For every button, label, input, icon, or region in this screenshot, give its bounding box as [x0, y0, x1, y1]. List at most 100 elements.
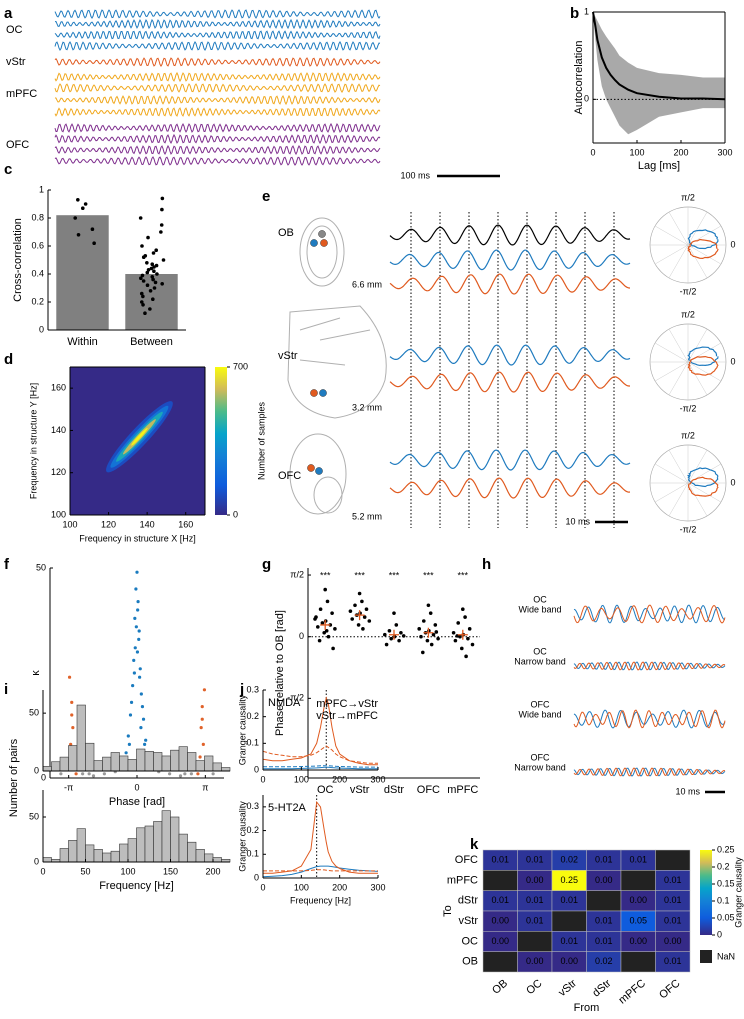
panel-letter: e — [262, 188, 270, 205]
data-point — [138, 216, 143, 220]
panel-letter: h — [482, 556, 491, 573]
data-point — [129, 700, 134, 705]
phase-loop — [688, 476, 719, 497]
colorbar-tick-label: 0.2 — [717, 861, 730, 871]
data-point — [81, 772, 85, 776]
cell-label: 0.01 — [526, 895, 544, 905]
histogram-bar — [204, 755, 214, 772]
y-tick-label: 0 — [254, 872, 259, 882]
data-point — [154, 248, 159, 252]
data-point — [67, 675, 72, 679]
data-point — [141, 255, 146, 259]
x-tick-label: 120 — [101, 519, 116, 529]
y-tick-label: 0.2 — [31, 296, 44, 306]
cell-label: 0.01 — [595, 936, 613, 946]
bar — [125, 274, 178, 330]
trace — [389, 371, 630, 393]
data-point — [150, 275, 155, 279]
data-point — [150, 262, 155, 267]
polar-label: 0 — [730, 239, 735, 249]
data-point — [433, 623, 438, 627]
histogram-bar — [204, 853, 214, 863]
x-tick-label: -π — [64, 782, 73, 792]
data-point — [141, 294, 145, 299]
x-tick-label: dStr — [384, 784, 405, 796]
colorbar-label: Number of samples — [256, 401, 266, 480]
y-axis-label: Granger causality — [237, 694, 247, 765]
data-point — [160, 282, 164, 286]
cell-label: 0.00 — [664, 936, 682, 946]
mean-marker — [389, 629, 399, 640]
data-point — [159, 230, 163, 234]
histogram-bar — [93, 849, 103, 863]
data-point — [91, 774, 96, 778]
line — [263, 766, 378, 770]
data-point — [102, 772, 106, 776]
x-axis-label: Lag [ms] — [638, 160, 680, 172]
data-point — [133, 646, 137, 650]
x-tick-label: 100 — [120, 866, 135, 876]
data-point — [59, 772, 63, 776]
polar-label: π/2 — [681, 430, 695, 440]
cell-label: 0.01 — [560, 895, 578, 905]
cell-label: 0.00 — [629, 895, 647, 905]
y-axis-label: Phase relative to OB [rad] — [274, 610, 286, 736]
row-label: OFC — [455, 854, 478, 866]
data-point — [148, 289, 153, 293]
recording-site — [315, 467, 323, 475]
cell-label: 0.01 — [595, 916, 613, 926]
mean-marker — [423, 627, 434, 638]
cell-label: 0.00 — [526, 875, 544, 885]
recording-site — [307, 464, 315, 472]
x-tick-label: 200 — [673, 147, 688, 157]
y-tick-label: 50 — [29, 708, 39, 718]
recording-site — [319, 389, 327, 397]
data-point — [140, 244, 144, 248]
data-point — [326, 634, 331, 639]
data-point — [389, 636, 394, 641]
polar-grid — [654, 225, 722, 265]
trace — [573, 709, 726, 729]
data-point — [140, 273, 145, 278]
x-axis-label: Frequency [Hz] — [99, 880, 174, 892]
data-point — [425, 638, 430, 643]
data-point — [317, 638, 322, 643]
trace — [54, 9, 381, 19]
cell-label: 0.00 — [491, 936, 509, 946]
x-tick-label: 100 — [629, 147, 644, 157]
data-point — [92, 241, 96, 245]
cell-label: 0.01 — [629, 855, 647, 865]
data-point — [200, 717, 204, 721]
x-tick-label: 140 — [140, 519, 155, 529]
x-axis-label: Frequency [Hz] — [290, 895, 351, 905]
data-point — [201, 742, 205, 747]
histogram-bar — [85, 844, 95, 863]
subplot-title: NMDA — [268, 697, 301, 709]
trace — [54, 133, 381, 145]
mean-marker — [354, 610, 365, 621]
depth-label: 5.2 mm — [352, 511, 382, 521]
data-point — [383, 632, 387, 637]
data-point — [161, 258, 166, 262]
column-label: OC — [524, 977, 544, 997]
trace-label: OFC — [531, 699, 550, 709]
x-tick-label: 0 — [134, 782, 139, 792]
data-point — [141, 279, 146, 283]
y-tick-label: 0 — [39, 324, 44, 334]
data-point — [135, 570, 139, 574]
line — [262, 745, 378, 764]
x-axis-label: Frequency in structure X [Hz] — [79, 533, 196, 543]
cell-label: 0.00 — [629, 936, 647, 946]
data-point — [330, 611, 334, 615]
y-tick-label: 140 — [51, 425, 66, 435]
heatmap-cell — [482, 951, 518, 973]
data-point — [362, 615, 367, 619]
trace — [54, 94, 381, 106]
data-point — [419, 634, 423, 639]
data-point — [461, 607, 465, 612]
histogram-bar — [76, 704, 86, 772]
y-tick-label: 0.6 — [31, 240, 44, 250]
region-label: OFC — [6, 139, 29, 151]
data-point — [198, 755, 202, 759]
